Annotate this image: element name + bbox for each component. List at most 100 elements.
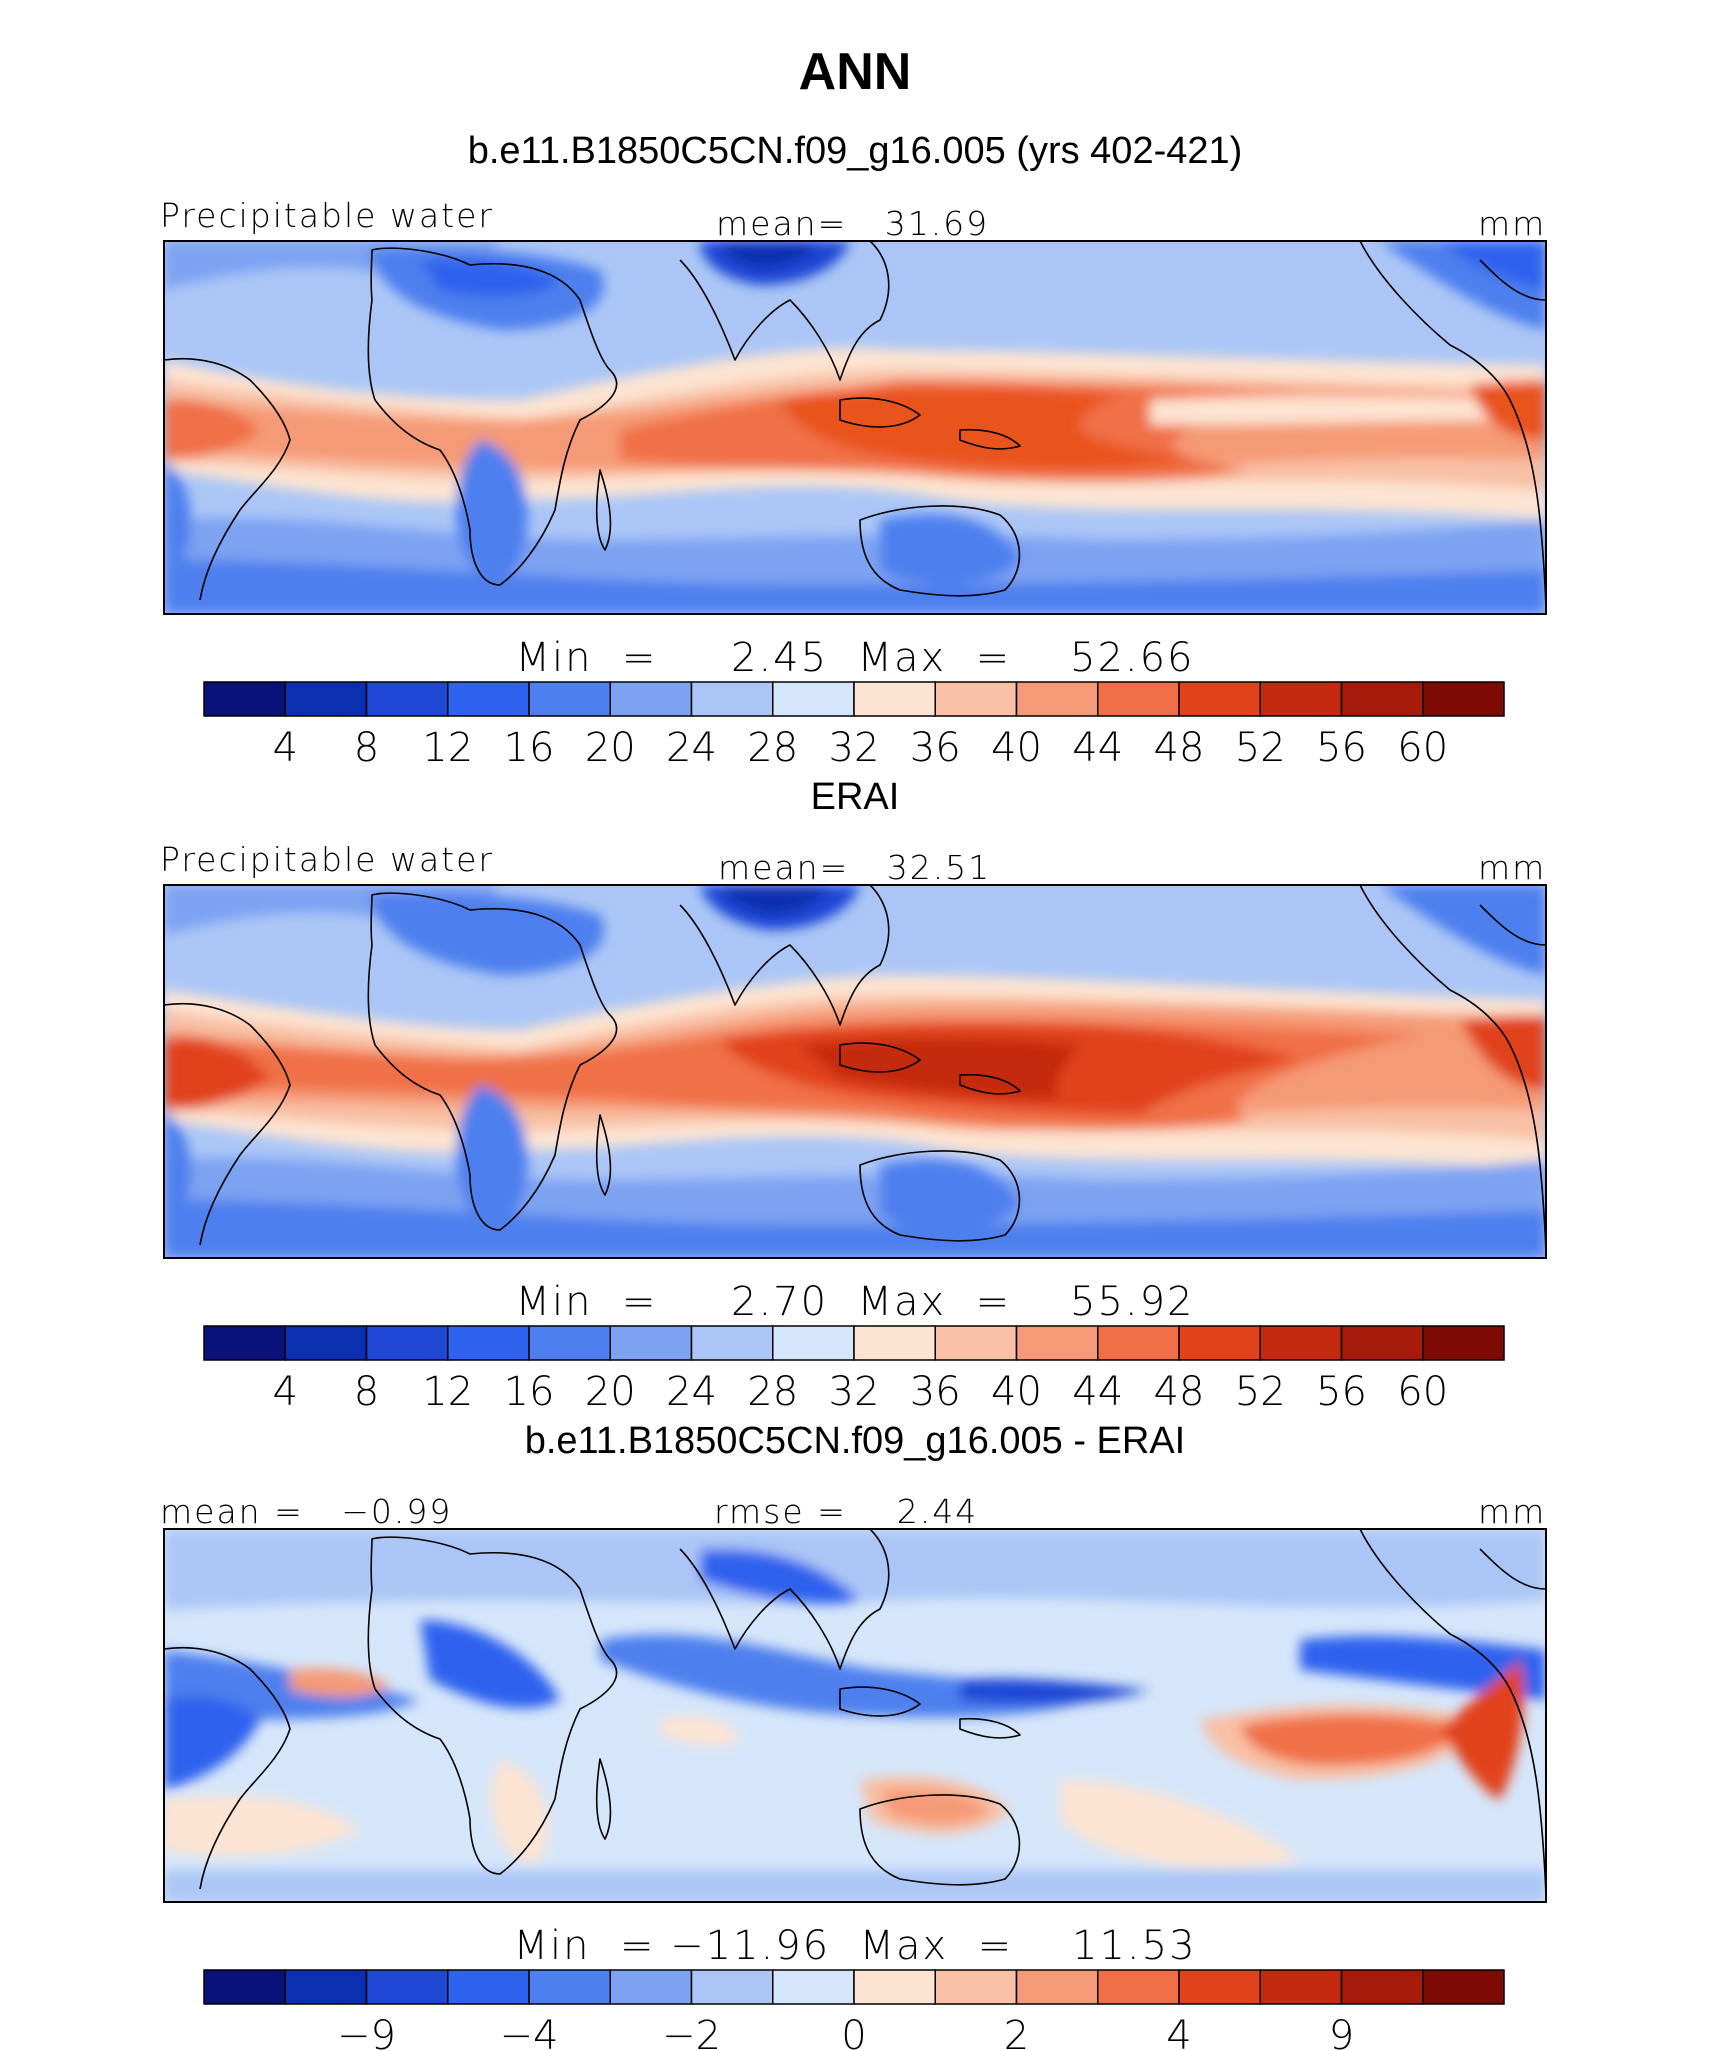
colorbar-tick-label: 8 xyxy=(354,725,379,771)
colorbar-tick-label: 44 xyxy=(1072,725,1123,771)
colorbar-bin xyxy=(284,681,368,717)
colorbar-tick-label: 48 xyxy=(1154,1369,1205,1415)
colorbar-tick-label: 28 xyxy=(747,725,798,771)
colorbar-bin xyxy=(1178,681,1261,717)
colorbar-tick-label: 40 xyxy=(991,725,1042,771)
colorbar-bin xyxy=(365,1969,449,2005)
panel-2-minmax: Min = 2.70 Max = 55.92 xyxy=(515,1279,1195,1325)
colorbar-bin xyxy=(772,681,855,717)
panel-3-rmse-label: rmse = 2.44 xyxy=(714,1492,979,1531)
panel-1-variable-label: Precipitable water xyxy=(160,196,494,235)
colorbar-bin xyxy=(1259,681,1343,717)
colorbar-bin xyxy=(934,681,1018,717)
panel-2-title: ERAI xyxy=(810,776,900,818)
colorbar-bin xyxy=(690,1325,774,1361)
colorbar-tick-label: −2 xyxy=(662,2013,721,2051)
colorbar-bin xyxy=(934,1325,1018,1361)
colorbar-tick-label: 24 xyxy=(666,1369,717,1415)
colorbar-tick-label: 32 xyxy=(829,725,880,771)
colorbar-bin xyxy=(447,1969,530,2005)
colorbar-bin xyxy=(1340,1969,1424,2005)
colorbar-bin xyxy=(1097,1969,1180,2005)
colorbar-bin xyxy=(853,681,936,717)
colorbar-bin xyxy=(609,1325,693,1361)
colorbar-bin xyxy=(528,681,611,717)
colorbar-panel-3: −9 −4 −2 0 2 4 9 xyxy=(203,1969,1505,2051)
colorbar-bin xyxy=(1178,1969,1261,2005)
colorbar-tick-label: 20 xyxy=(585,725,636,771)
colorbar-tick-label: 40 xyxy=(991,1369,1042,1415)
colorbar-bin xyxy=(772,1325,855,1361)
colorbar-tick-label: 8 xyxy=(354,1369,379,1415)
colorbar-tick-label: 48 xyxy=(1154,725,1205,771)
colorbar-bin xyxy=(690,1969,774,2005)
colorbar-bin xyxy=(609,681,693,717)
colorbar-tick-label: 24 xyxy=(666,725,717,771)
colorbar-bin xyxy=(1259,1969,1343,2005)
figure-title: ANN xyxy=(798,43,912,101)
panel-2-mean-label: mean= 32.51 xyxy=(718,848,992,887)
panel-2-variable-label: Precipitable water xyxy=(160,840,494,879)
colorbar-tick-label: 12 xyxy=(422,1369,473,1415)
colorbar-bin xyxy=(284,1969,368,2005)
colorbar-tick-label: 16 xyxy=(504,1369,555,1415)
colorbar-bin xyxy=(1259,1325,1343,1361)
colorbar-bin xyxy=(447,1325,530,1361)
colorbar-bin xyxy=(1422,1325,1505,1361)
colorbar-bin xyxy=(203,1969,286,2005)
colorbar-tick-label: 16 xyxy=(504,725,555,771)
colorbar-tick-label: 12 xyxy=(422,725,473,771)
panel-1-minmax: Min = 2.45 Max = 52.66 xyxy=(515,635,1195,681)
colorbar-bin xyxy=(1015,681,1099,717)
colorbar-tick-label: 60 xyxy=(1397,725,1448,771)
colorbar-bin xyxy=(284,1325,368,1361)
panel-2-units-label: mm xyxy=(1478,848,1547,887)
panel-1-title: b.e11.B1850C5CN.f09_g16.005 (yrs 402-421… xyxy=(467,130,1243,172)
colorbar-bin xyxy=(447,681,530,717)
colorbar-bin xyxy=(853,1325,936,1361)
panel-1-mean-label: mean= 31.69 xyxy=(716,204,990,243)
colorbar-tick-label: 60 xyxy=(1397,1369,1448,1415)
map-panel-2 xyxy=(163,884,1547,1259)
colorbar-tick-label: −9 xyxy=(337,2013,396,2051)
colorbar-bin xyxy=(934,1969,1018,2005)
colorbar-tick-label: 28 xyxy=(747,1369,798,1415)
colorbar-tick-label: 32 xyxy=(829,1369,880,1415)
panel-3-units-label: mm xyxy=(1478,1492,1547,1531)
colorbar-bin xyxy=(609,1969,693,2005)
colorbar-bin xyxy=(1015,1969,1099,2005)
colorbar-panel-2: 4 8 12 16 20 24 28 32 36 40 44 48 52 56 60 xyxy=(203,1325,1505,1415)
colorbar-tick-label: 2 xyxy=(1004,2013,1029,2051)
colorbar-tick-label: 4 xyxy=(273,725,298,771)
colorbar-bin xyxy=(365,681,449,717)
map-panel-3 xyxy=(163,1528,1547,1903)
colorbar-panel-1: 4 8 12 16 20 24 28 32 36 40 44 48 52 56 60 xyxy=(203,681,1505,771)
colorbar-tick-label: 36 xyxy=(910,725,961,771)
colorbar-tick-label: 56 xyxy=(1316,1369,1367,1415)
colorbar-tick-label: 20 xyxy=(585,1369,636,1415)
colorbar-tick-label: 4 xyxy=(1166,2013,1191,2051)
colorbar-bin xyxy=(1422,1969,1505,2005)
colorbar-bin xyxy=(528,1969,611,2005)
colorbar-bin xyxy=(1422,681,1505,717)
panel-1-units-label: mm xyxy=(1478,204,1547,243)
colorbar-tick-label: 4 xyxy=(273,1369,298,1415)
colorbar-bin xyxy=(1178,1325,1261,1361)
colorbar-tick-label: 9 xyxy=(1329,2013,1354,2051)
panel-3-title: b.e11.B1850C5CN.f09_g16.005 - ERAI xyxy=(524,1420,1186,1462)
panel-3-minmax: Min = −11.96 Max = 11.53 xyxy=(513,1923,1197,1969)
colorbar-tick-label: 56 xyxy=(1316,725,1367,771)
colorbar-bin xyxy=(1015,1325,1099,1361)
colorbar-tick-label: 52 xyxy=(1235,1369,1286,1415)
colorbar-bin xyxy=(690,681,774,717)
colorbar-bin xyxy=(528,1325,611,1361)
colorbar-bin xyxy=(365,1325,449,1361)
colorbar-bin xyxy=(772,1969,855,2005)
colorbar-tick-label: 52 xyxy=(1235,725,1286,771)
colorbar-tick-label: 36 xyxy=(910,1369,961,1415)
colorbar-bin xyxy=(1340,1325,1424,1361)
map-panel-1 xyxy=(163,240,1547,615)
colorbar-tick-label: −4 xyxy=(500,2013,559,2051)
colorbar-bin xyxy=(203,681,286,717)
